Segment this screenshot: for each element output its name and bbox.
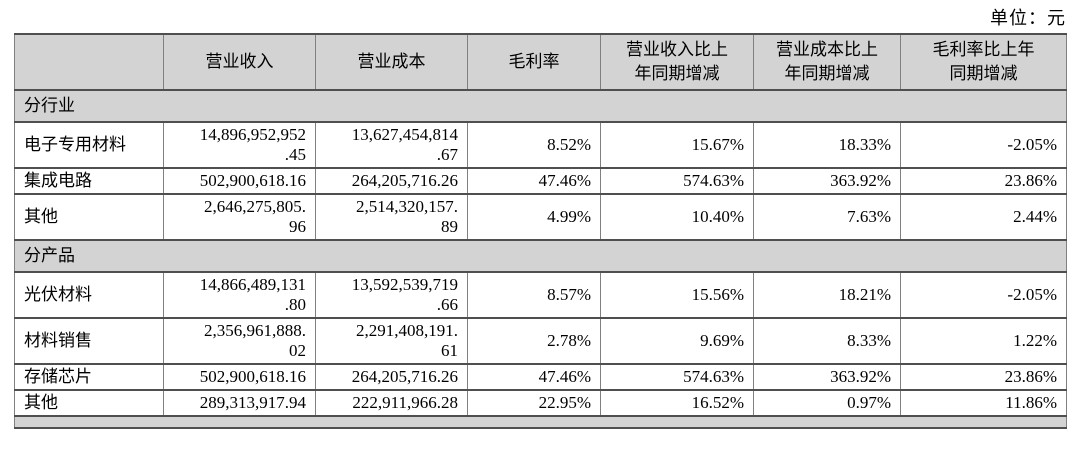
cell-cost-yoy: 363.92% xyxy=(753,167,901,195)
cell-revenue: 2,356,961,888. 02 xyxy=(163,317,316,365)
cell-cost-yoy: 8.33% xyxy=(753,317,901,365)
section-row-by-product: 分产品 xyxy=(14,239,1067,273)
cell-margin-yoy: 23.86% xyxy=(900,167,1067,195)
header-row: 营业收入 营业成本 毛利率 营业收入比上 年同期增减 营业成本比上 年同期增减 … xyxy=(14,33,1067,91)
segment-financial-table: 营业收入 营业成本 毛利率 营业收入比上 年同期增减 营业成本比上 年同期增减 … xyxy=(14,33,1067,429)
table-row: 存储芯片 502,900,618.16 264,205,716.26 47.46… xyxy=(14,363,1067,391)
cell-cost: 222,911,966.28 xyxy=(315,389,468,417)
cell-gross-margin: 2.78% xyxy=(467,317,601,365)
cell-cost-yoy: 7.63% xyxy=(753,193,901,241)
table-row: 其他 289,313,917.94 222,911,966.28 22.95% … xyxy=(14,389,1067,417)
section-label: 分产品 xyxy=(14,239,1067,273)
table-row: 电子专用材料 14,896,952,952 .45 13,627,454,814… xyxy=(14,121,1067,169)
row-label: 光伏材料 xyxy=(14,271,164,319)
table-row: 其他 2,646,275,805. 96 2,514,320,157. 89 4… xyxy=(14,193,1067,241)
cell-revenue-yoy: 15.56% xyxy=(600,271,754,319)
row-label: 材料销售 xyxy=(14,317,164,365)
table-row: 材料销售 2,356,961,888. 02 2,291,408,191. 61… xyxy=(14,317,1067,365)
cell-margin-yoy: 1.22% xyxy=(900,317,1067,365)
cell-revenue-yoy: 9.69% xyxy=(600,317,754,365)
partial-section-row-cutoff xyxy=(14,415,1067,429)
row-label: 存储芯片 xyxy=(14,363,164,391)
cell-cost: 264,205,716.26 xyxy=(315,363,468,391)
cell-revenue: 14,866,489,131 .80 xyxy=(163,271,316,319)
cell-cost: 2,514,320,157. 89 xyxy=(315,193,468,241)
cell-revenue-yoy: 10.40% xyxy=(600,193,754,241)
cell-cost: 2,291,408,191. 61 xyxy=(315,317,468,365)
cell-cost: 264,205,716.26 xyxy=(315,167,468,195)
cell-revenue-yoy: 15.67% xyxy=(600,121,754,169)
cell-cost: 13,592,539,719 .66 xyxy=(315,271,468,319)
cell-gross-margin: 22.95% xyxy=(467,389,601,417)
cell-margin-yoy: 23.86% xyxy=(900,363,1067,391)
cell-gross-margin: 47.46% xyxy=(467,167,601,195)
cell-revenue-yoy: 16.52% xyxy=(600,389,754,417)
row-label: 其他 xyxy=(14,193,164,241)
cell-cost-yoy: 363.92% xyxy=(753,363,901,391)
cell-margin-yoy: -2.05% xyxy=(900,121,1067,169)
cell-revenue-yoy: 574.63% xyxy=(600,167,754,195)
table-row: 集成电路 502,900,618.16 264,205,716.26 47.46… xyxy=(14,167,1067,195)
partial-section-cell xyxy=(14,415,1067,429)
col-header-margin-yoy: 毛利率比上年 同期增减 xyxy=(900,33,1067,91)
cell-cost-yoy: 18.21% xyxy=(753,271,901,319)
cell-revenue: 14,896,952,952 .45 xyxy=(163,121,316,169)
row-label: 其他 xyxy=(14,389,164,417)
cell-margin-yoy: -2.05% xyxy=(900,271,1067,319)
unit-label: 单位：元 xyxy=(990,8,1066,28)
col-header-revenue: 营业收入 xyxy=(163,33,316,91)
cell-gross-margin: 4.99% xyxy=(467,193,601,241)
cell-revenue-yoy: 574.63% xyxy=(600,363,754,391)
col-header-gross-margin: 毛利率 xyxy=(467,33,601,91)
cell-cost-yoy: 0.97% xyxy=(753,389,901,417)
row-label: 集成电路 xyxy=(14,167,164,195)
section-row-by-industry: 分行业 xyxy=(14,89,1067,123)
cell-gross-margin: 8.57% xyxy=(467,271,601,319)
cell-revenue: 502,900,618.16 xyxy=(163,363,316,391)
row-label: 电子专用材料 xyxy=(14,121,164,169)
cell-revenue: 502,900,618.16 xyxy=(163,167,316,195)
col-header-revenue-yoy: 营业收入比上 年同期增减 xyxy=(600,33,754,91)
col-header-cost: 营业成本 xyxy=(315,33,468,91)
cell-gross-margin: 8.52% xyxy=(467,121,601,169)
table-row: 光伏材料 14,866,489,131 .80 13,592,539,719 .… xyxy=(14,271,1067,319)
cell-margin-yoy: 2.44% xyxy=(900,193,1067,241)
cell-revenue: 289,313,917.94 xyxy=(163,389,316,417)
cell-revenue: 2,646,275,805. 96 xyxy=(163,193,316,241)
col-header-cost-yoy: 营业成本比上 年同期增减 xyxy=(753,33,901,91)
cell-margin-yoy: 11.86% xyxy=(900,389,1067,417)
cell-cost-yoy: 18.33% xyxy=(753,121,901,169)
col-header-blank xyxy=(14,33,164,91)
cell-cost: 13,627,454,814 .67 xyxy=(315,121,468,169)
cell-gross-margin: 47.46% xyxy=(467,363,601,391)
section-label: 分行业 xyxy=(14,89,1067,123)
